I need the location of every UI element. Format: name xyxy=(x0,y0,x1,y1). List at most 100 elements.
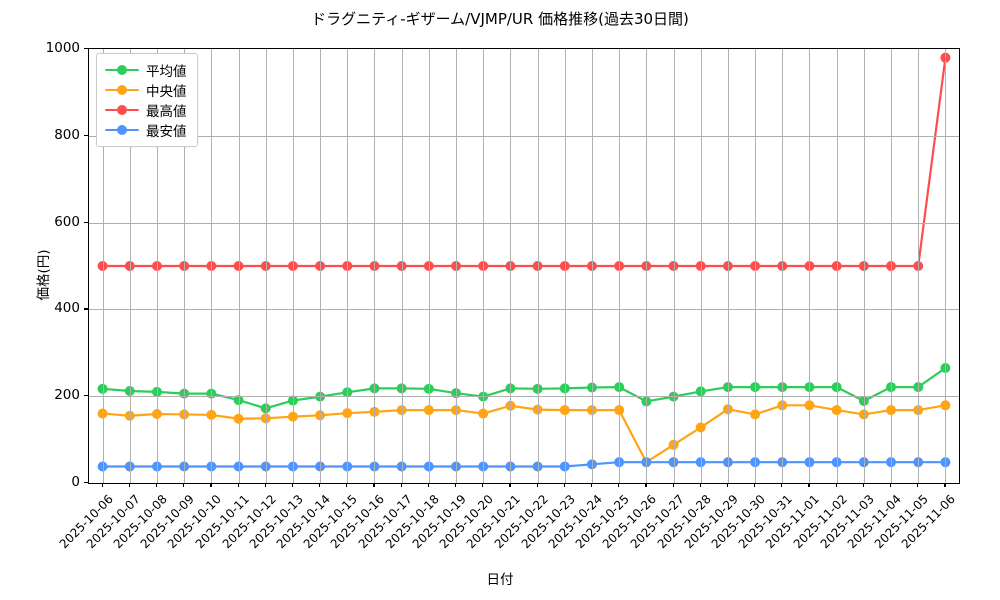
data-point-marker xyxy=(124,385,135,396)
data-point-marker xyxy=(559,383,570,394)
data-point-marker xyxy=(858,457,869,468)
y-axis-tick-labels: 0 200 400 600 800 1000 xyxy=(8,40,80,490)
data-point-marker xyxy=(206,261,217,271)
x-tick-mark xyxy=(346,483,348,487)
data-point-marker xyxy=(97,261,108,271)
x-tick-mark xyxy=(754,483,756,487)
x-tick-mark xyxy=(400,483,402,487)
x-tick-mark xyxy=(509,483,511,487)
legend-swatch-icon xyxy=(105,63,139,77)
legend-label: 最安値 xyxy=(146,124,187,140)
legend-item-2[interactable]: 中央値 xyxy=(105,80,187,100)
legend-marker-dot xyxy=(117,85,127,95)
x-tick-mark xyxy=(237,483,239,487)
x-tick-mark xyxy=(319,483,321,487)
series-line xyxy=(101,366,947,410)
legend-item-4[interactable]: 最安値 xyxy=(105,120,187,140)
data-point-marker xyxy=(233,261,244,271)
data-point-marker xyxy=(233,395,244,406)
x-tick-mark xyxy=(917,483,919,487)
data-point-marker xyxy=(559,261,570,271)
x-tick-mark xyxy=(645,483,647,487)
x-tick-mark xyxy=(781,483,783,487)
data-point-marker xyxy=(124,261,135,271)
data-point-marker xyxy=(668,457,679,468)
gridline-vertical xyxy=(292,49,294,483)
data-point-marker xyxy=(532,461,543,472)
data-point-marker xyxy=(451,461,462,472)
legend-marker-dot xyxy=(117,125,127,135)
x-tick-mark xyxy=(618,483,620,487)
legend-label: 最高値 xyxy=(146,104,187,120)
data-point-marker xyxy=(777,382,788,393)
data-point-marker xyxy=(886,405,897,416)
series-2 xyxy=(97,400,951,468)
x-tick-mark xyxy=(944,483,946,487)
gridline-vertical xyxy=(619,49,621,483)
data-point-marker xyxy=(233,461,244,472)
chart-legend: 平均値中央値最高値最安値 xyxy=(96,53,198,147)
gridline-vertical xyxy=(755,49,757,483)
gridline-vertical xyxy=(211,49,213,483)
data-point-marker xyxy=(641,457,652,468)
data-point-marker xyxy=(886,457,897,468)
legend-item-1[interactable]: 平均値 xyxy=(105,60,187,80)
legend-swatch-icon xyxy=(105,83,139,97)
data-point-marker xyxy=(532,404,543,415)
data-point-marker xyxy=(206,388,217,399)
x-tick-mark xyxy=(373,483,375,487)
gridline-vertical xyxy=(836,49,838,483)
data-point-marker xyxy=(423,461,434,472)
data-point-marker xyxy=(206,409,217,420)
x-tick-mark xyxy=(264,483,266,487)
data-point-marker xyxy=(342,461,353,472)
series-lines xyxy=(97,52,951,472)
gridline-vertical xyxy=(727,49,729,483)
x-tick-mark xyxy=(890,483,892,487)
gridline-vertical xyxy=(102,49,104,483)
data-point-marker xyxy=(315,461,326,472)
gridline-vertical xyxy=(510,49,512,483)
x-tick-mark xyxy=(183,483,185,487)
x-axis-label: 日付 xyxy=(486,572,514,588)
data-point-marker xyxy=(668,261,679,271)
data-point-marker xyxy=(886,261,897,271)
gridline-vertical xyxy=(809,49,811,483)
y-tick-label: 1000 xyxy=(45,40,80,56)
data-point-marker xyxy=(315,410,326,421)
data-point-marker xyxy=(451,261,462,271)
legend-item-3[interactable]: 最高値 xyxy=(105,100,187,120)
data-point-marker xyxy=(206,461,217,472)
data-point-marker xyxy=(668,439,679,450)
gridline-vertical xyxy=(347,49,349,483)
gridline-vertical xyxy=(673,49,675,483)
data-point-marker xyxy=(777,261,788,271)
x-tick-mark xyxy=(835,483,837,487)
gridline-vertical xyxy=(374,49,376,483)
legend-swatch-icon xyxy=(105,123,139,137)
data-point-marker xyxy=(750,382,761,393)
gridline-vertical xyxy=(483,49,485,483)
gridline-horizontal xyxy=(89,396,959,398)
gridline-vertical xyxy=(537,49,539,483)
data-point-marker xyxy=(233,413,244,424)
x-tick-mark xyxy=(699,483,701,487)
data-point-marker xyxy=(97,408,108,419)
x-tick-mark xyxy=(291,483,294,487)
gridline-vertical xyxy=(782,49,784,483)
x-tick-mark xyxy=(726,483,729,487)
gridline-vertical xyxy=(646,49,648,483)
data-point-marker xyxy=(124,410,135,421)
y-tick-mark xyxy=(84,134,88,136)
y-tick-label: 200 xyxy=(54,387,80,404)
legend-label: 中央値 xyxy=(146,84,187,100)
x-tick-mark xyxy=(155,483,158,487)
series-4 xyxy=(97,457,951,472)
data-point-marker xyxy=(124,461,135,472)
y-tick-label: 0 xyxy=(71,474,80,490)
data-point-marker xyxy=(97,461,108,472)
y-axis-label: 価格(円) xyxy=(36,249,52,301)
data-point-marker xyxy=(342,261,353,271)
x-tick-mark xyxy=(455,483,457,487)
